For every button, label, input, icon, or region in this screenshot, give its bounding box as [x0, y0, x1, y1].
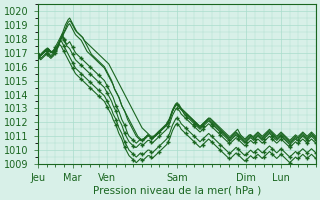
X-axis label: Pression niveau de la mer( hPa ): Pression niveau de la mer( hPa ) — [93, 186, 261, 196]
